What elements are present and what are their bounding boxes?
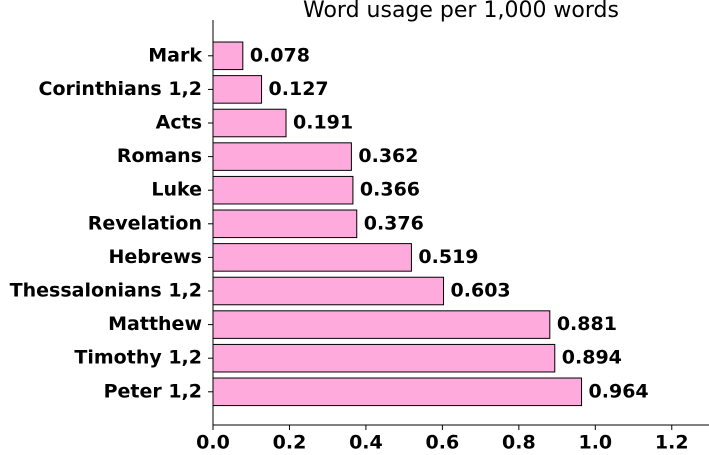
x-tick-label: 1.0 (578, 432, 612, 454)
y-tick-label: Acts (156, 112, 202, 134)
y-tick-label: Timothy 1,2 (74, 347, 202, 369)
bar (212, 276, 445, 306)
bar (212, 75, 263, 104)
y-tick-label: Mark (148, 44, 202, 66)
value-label: 0.366 (360, 179, 420, 201)
y-tick-label: Luke (151, 179, 202, 201)
value-label: 0.078 (250, 44, 310, 66)
x-tick-label: 1.2 (655, 432, 689, 454)
y-tick-label: Corinthians 1,2 (39, 78, 202, 100)
value-label: 0.376 (364, 212, 424, 234)
y-tick-label: Revelation (88, 212, 202, 234)
bar (212, 142, 352, 171)
bar (212, 108, 287, 138)
y-tick-label: Hebrews (108, 246, 202, 268)
bar (212, 243, 412, 272)
x-tick-label: 0.4 (349, 432, 383, 454)
value-label: 0.362 (358, 145, 418, 167)
value-label: 0.881 (557, 313, 617, 335)
bar (212, 209, 358, 239)
bar (212, 175, 354, 205)
y-tick-label: Peter 1,2 (104, 380, 202, 402)
bar (212, 41, 244, 71)
bar (212, 310, 551, 339)
value-label: 0.519 (418, 246, 478, 268)
value-label: 0.964 (589, 380, 649, 402)
x-tick-label: 0.6 (426, 432, 460, 454)
bar (212, 377, 583, 407)
y-tick-label: Romans (117, 145, 202, 167)
y-tick-label: Thessalonians 1,2 (10, 280, 202, 302)
value-label: 0.127 (269, 78, 329, 100)
value-label: 0.191 (293, 112, 353, 134)
x-tick-label: 0.8 (502, 432, 536, 454)
value-label: 0.894 (562, 347, 622, 369)
x-tick-label: 0.0 (196, 432, 230, 454)
bar (212, 343, 556, 373)
chart-title: Word usage per 1,000 words (303, 0, 619, 23)
x-tick-label: 0.2 (273, 432, 307, 454)
value-label: 0.603 (451, 280, 511, 302)
y-tick-label: Matthew (108, 313, 202, 335)
